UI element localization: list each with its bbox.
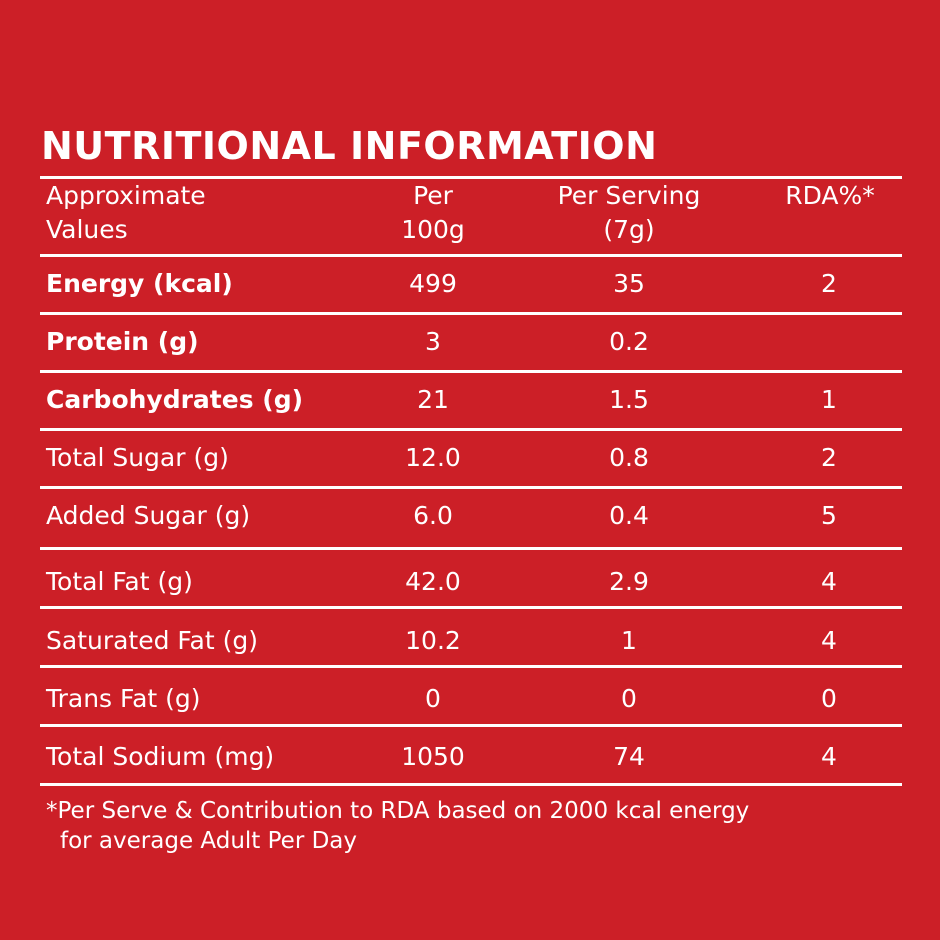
table-row-divider xyxy=(40,486,902,489)
header-per-100g: Per 100g xyxy=(383,179,483,247)
table-row-divider xyxy=(40,428,902,431)
row-per-100g: 3 xyxy=(425,327,441,356)
header-per-serving: Per Serving (7g) xyxy=(529,179,729,247)
header-per-100g-line1: Per xyxy=(413,181,453,210)
row-per-serving: 1 xyxy=(621,626,637,655)
row-rda: 4 xyxy=(821,567,837,596)
row-rda: 2 xyxy=(821,269,837,298)
row-per-100g: 6.0 xyxy=(413,501,453,530)
row-per-serving: 74 xyxy=(613,742,645,771)
row-rda: 4 xyxy=(821,626,837,655)
table-row-divider xyxy=(40,254,902,257)
row-per-serving: 1.5 xyxy=(609,385,649,414)
row-per-100g: 10.2 xyxy=(405,626,461,655)
header-approximate-values: Approximate Values xyxy=(46,179,206,247)
header-per-serving-line2: (7g) xyxy=(603,215,655,244)
header-per-100g-line2: 100g xyxy=(401,215,465,244)
row-label: Added Sugar (g) xyxy=(46,501,251,530)
footnote-line1: *Per Serve & Contribution to RDA based o… xyxy=(46,798,750,824)
row-label: Carbohydrates (g) xyxy=(46,385,304,414)
row-label: Protein (g) xyxy=(46,327,199,356)
row-rda: 5 xyxy=(821,501,837,530)
table-bottom-divider xyxy=(40,783,902,786)
row-per-100g: 42.0 xyxy=(405,567,461,596)
header-rda: RDA%* xyxy=(785,181,875,210)
row-per-serving: 0.2 xyxy=(609,327,649,356)
row-per-100g: 0 xyxy=(425,684,441,713)
row-label: Trans Fat (g) xyxy=(46,684,201,713)
row-rda: 2 xyxy=(821,443,837,472)
row-label: Saturated Fat (g) xyxy=(46,626,258,655)
row-per-serving: 0.8 xyxy=(609,443,649,472)
table-top-divider xyxy=(40,176,902,179)
row-per-serving: 0.4 xyxy=(609,501,649,530)
row-label: Total Sodium (mg) xyxy=(46,742,275,771)
row-per-serving: 2.9 xyxy=(609,567,649,596)
table-row-divider xyxy=(40,724,902,727)
header-per-serving-line1: Per Serving xyxy=(557,181,701,210)
header-approximate-line2: Values xyxy=(46,215,128,244)
row-rda: 4 xyxy=(821,742,837,771)
table-row-divider xyxy=(40,312,902,315)
header-approximate-line1: Approximate xyxy=(46,181,206,210)
footnote: *Per Serve & Contribution to RDA based o… xyxy=(46,796,749,856)
row-per-100g: 21 xyxy=(417,385,449,414)
row-label: Energy (kcal) xyxy=(46,269,233,298)
table-row-divider xyxy=(40,606,902,609)
row-per-100g: 499 xyxy=(409,269,457,298)
row-rda: 1 xyxy=(821,385,837,414)
row-per-100g: 12.0 xyxy=(405,443,461,472)
row-per-100g: 1050 xyxy=(401,742,465,771)
table-row-divider xyxy=(40,370,902,373)
table-row-divider xyxy=(40,665,902,668)
row-per-serving: 0 xyxy=(621,684,637,713)
row-per-serving: 35 xyxy=(613,269,645,298)
table-row-divider xyxy=(40,547,902,550)
footnote-line2: for average Adult Per Day xyxy=(60,828,358,854)
row-label: Total Fat (g) xyxy=(46,567,193,596)
page-title: NUTRITIONAL INFORMATION xyxy=(41,124,658,168)
row-label: Total Sugar (g) xyxy=(46,443,229,472)
row-rda: 0 xyxy=(821,684,837,713)
